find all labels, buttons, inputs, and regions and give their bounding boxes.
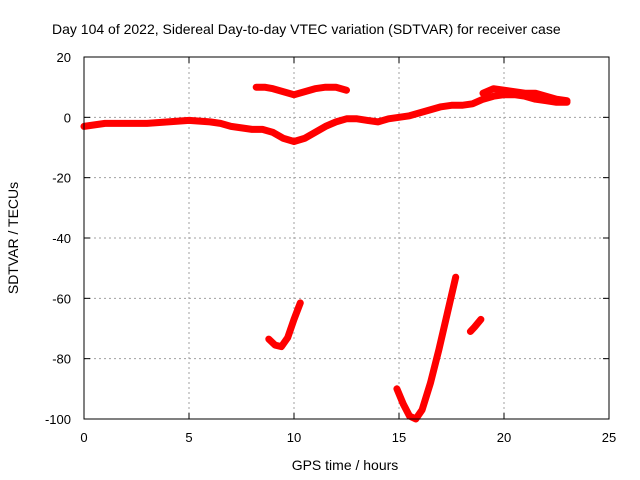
x-tick-label: 15 <box>392 430 406 445</box>
y-tick-label: -100 <box>45 412 71 427</box>
y-tick-label: -20 <box>52 171 71 186</box>
x-tick-label: 25 <box>602 430 616 445</box>
series-line-main <box>80 91 571 145</box>
x-tick-label: 0 <box>80 430 87 445</box>
axis-ticks: 0 5 10 15 20 25 20 0 -20 -40 -60 -80 -100 <box>45 50 616 445</box>
x-tick-label: 5 <box>185 430 192 445</box>
x-tick-label: 10 <box>287 430 301 445</box>
y-tick-label: 20 <box>57 50 71 65</box>
y-tick-label: -80 <box>52 352 71 367</box>
x-tick-label: 20 <box>497 430 511 445</box>
series-line-dip-10h <box>265 299 304 351</box>
series-line-late-offset <box>479 85 571 105</box>
y-axis-label: SDTVAR / TECUs <box>5 182 21 294</box>
series-line-dip-16h <box>393 273 460 423</box>
x-axis-label: GPS time / hours <box>292 457 399 473</box>
y-tick-label: -40 <box>52 231 71 246</box>
y-tick-label: 0 <box>64 110 71 125</box>
chart-title: Day 104 of 2022, Sidereal Day-to-day VTE… <box>52 21 561 37</box>
series-line-fragment-18h <box>466 315 485 335</box>
series-line-upper-arc <box>252 83 350 99</box>
data-series <box>80 83 571 423</box>
y-tick-label: -60 <box>52 291 71 306</box>
